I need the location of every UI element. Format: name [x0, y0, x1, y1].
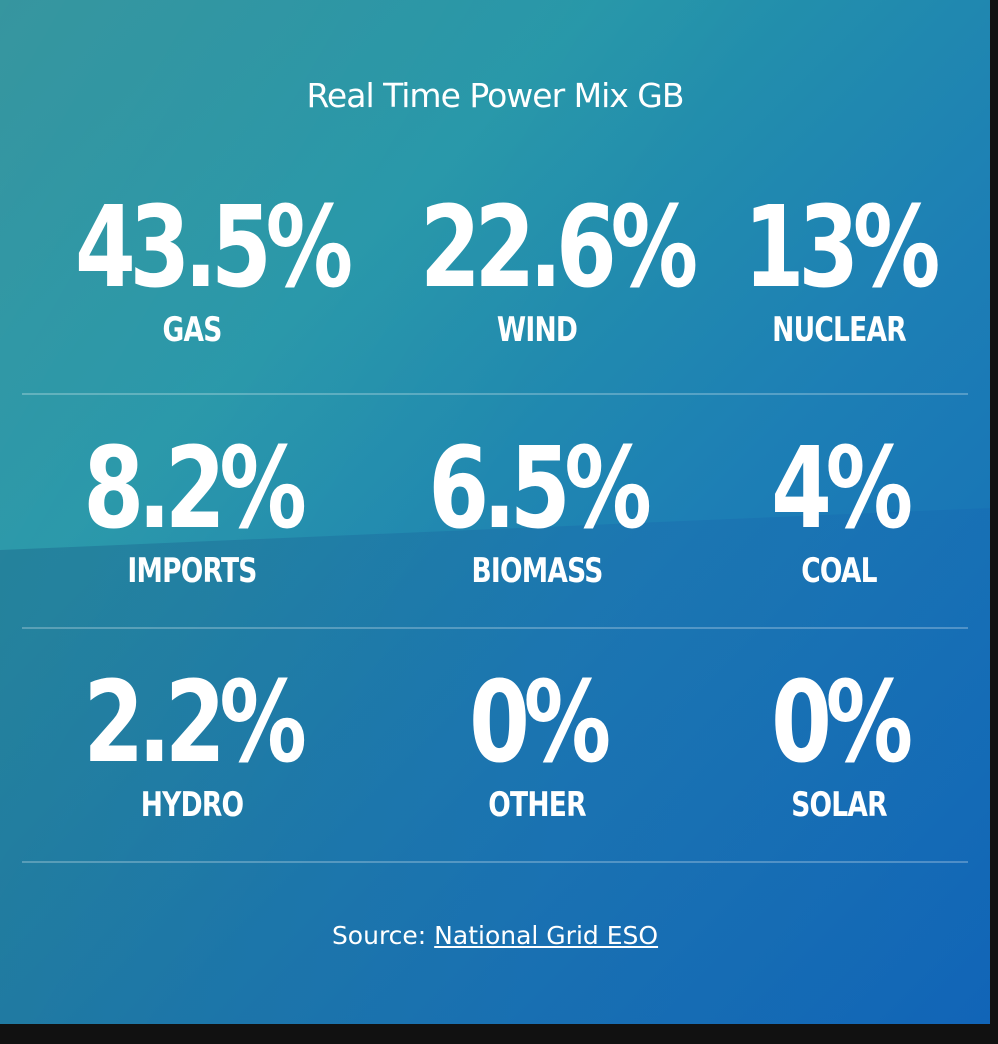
stat-value: 8.2% — [83, 424, 307, 554]
stat-imports: 8.2% IMPORTS — [42, 421, 342, 591]
stat-value: 2.2% — [83, 658, 307, 788]
stat-value: 43.5% — [75, 183, 353, 313]
stat-label: HYDRO — [140, 785, 244, 825]
stat-value: 0% — [771, 658, 913, 788]
stat-label: BIOMASS — [471, 551, 603, 591]
power-mix-panel: Real Time Power Mix GB 43.5% GAS 22.6% W… — [0, 0, 990, 1024]
stat-label: SOLAR — [791, 785, 887, 825]
power-mix-grid: 43.5% GAS 22.6% WIND 13% NUCLEAR 8.2% IM… — [22, 180, 968, 863]
source-link[interactable]: National Grid ESO — [434, 921, 659, 950]
stat-value: 22.6% — [420, 183, 698, 313]
stat-value: 6.5% — [428, 424, 652, 554]
stat-label: COAL — [801, 551, 877, 591]
stat-value: 4% — [771, 424, 913, 554]
stat-label: IMPORTS — [127, 551, 257, 591]
grid-row: 43.5% GAS 22.6% WIND 13% NUCLEAR — [22, 180, 968, 395]
stat-label: GAS — [162, 310, 222, 350]
page-title: Real Time Power Mix GB — [306, 76, 684, 115]
stat-other: 0% OTHER — [387, 655, 687, 825]
stat-wind: 22.6% WIND — [387, 180, 698, 350]
stat-gas: 43.5% GAS — [42, 180, 353, 350]
grid-row: 2.2% HYDRO 0% OTHER 0% SOLAR — [22, 629, 968, 863]
source-line: Source: National Grid ESO — [0, 918, 990, 954]
stat-biomass: 6.5% BIOMASS — [387, 421, 687, 591]
stat-solar: 0% SOLAR — [689, 655, 989, 825]
stat-value: 13% — [743, 183, 941, 313]
stat-hydro: 2.2% HYDRO — [42, 655, 342, 825]
grid-row: 8.2% IMPORTS 6.5% BIOMASS 4% COAL — [22, 395, 968, 629]
stat-label: WIND — [496, 310, 578, 350]
stat-nuclear: 13% NUCLEAR — [689, 180, 989, 350]
stat-label: NUCLEAR — [772, 310, 906, 350]
stat-label: OTHER — [488, 785, 586, 825]
stat-value: 0% — [469, 658, 611, 788]
source-prefix: Source: — [331, 921, 435, 950]
stat-coal: 4% COAL — [689, 421, 989, 591]
background-band — [0, 508, 990, 1024]
